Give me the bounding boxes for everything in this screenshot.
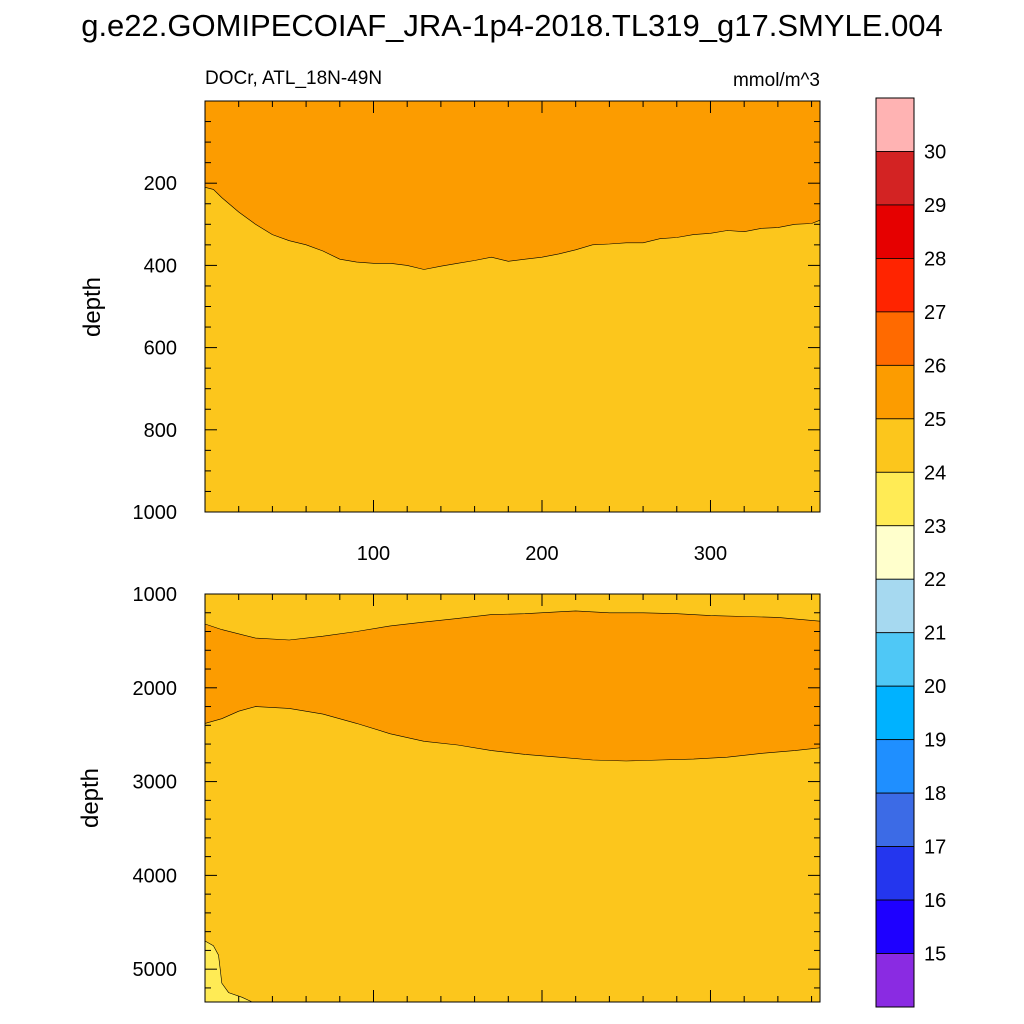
upper-left-label: DOCr, ATL_18N-49N (205, 68, 382, 89)
colorbar-label: 15 (924, 944, 946, 966)
upper-region-25-26 (205, 101, 820, 270)
colorbar-label: 28 (924, 248, 946, 270)
colorbar-label: 20 (924, 676, 946, 698)
colorbar-box (875, 578, 915, 634)
upper-ytick-label: 800 (144, 420, 177, 442)
lower-ylabel: depth (77, 768, 104, 828)
upper-contour-line (204, 187, 821, 270)
colorbar-box (875, 364, 915, 420)
colorbar-box (875, 899, 915, 954)
colorbar-label: 16 (924, 890, 946, 912)
colorbar-box (875, 418, 915, 473)
lower-ytick-label: 3000 (133, 772, 178, 794)
upper-xtick-label: 200 (525, 543, 558, 565)
colorbar-label: 27 (924, 302, 946, 324)
lower-contour-corner-line (204, 940, 253, 1003)
colorbar-box (875, 846, 915, 901)
colorbar-box (875, 151, 915, 206)
colorbar-box (875, 739, 915, 794)
colorbar-label: 25 (924, 409, 946, 431)
upper-xtick-label: 300 (694, 543, 727, 565)
colorbar-box (875, 471, 915, 527)
colorbar-label: 24 (924, 462, 946, 484)
colorbar-frame (875, 97, 915, 1008)
colorbar-box (875, 792, 915, 847)
colorbar-box (875, 97, 915, 152)
upper-ytick-label: 600 (144, 338, 177, 360)
colorbar-label: 26 (924, 355, 946, 377)
colorbar: 15 16 17 18 19 20 21 22 23 24 25 26 27 28 29 30 (875, 97, 946, 1008)
figure-title: g.e22.GOMIPECOIAF_JRA-1p4-2018.TL319_g17… (81, 8, 943, 43)
upper-ytick-label: 1000 (133, 502, 178, 524)
lower-ytick-label: 2000 (133, 678, 178, 700)
colorbar-label: 23 (924, 516, 946, 538)
upper-xtick-label: 100 (357, 543, 390, 565)
lower-frame (204, 593, 821, 1003)
colorbar-box (875, 525, 915, 580)
upper-ytick-label: 400 (144, 255, 177, 277)
colorbar-label: 30 (924, 142, 946, 164)
colorbar-label: 19 (924, 730, 946, 752)
colorbar-label: 18 (924, 783, 946, 805)
colorbar-box (875, 953, 915, 1008)
colorbar-box (875, 685, 915, 741)
lower-contour-lower-line (204, 706, 821, 762)
upper-panel: 200 400 600 800 1000 100 200 300 (133, 100, 821, 565)
colorbar-label: 22 (924, 569, 946, 591)
lower-contour-upper-line (204, 610, 821, 641)
colorbar-box (875, 204, 915, 259)
colorbar-label: 17 (924, 837, 946, 859)
upper-ylabel: depth (79, 277, 106, 337)
upper-right-label: mmol/m^3 (733, 70, 820, 91)
colorbar-box (875, 258, 915, 313)
colorbar-label: 29 (924, 195, 946, 217)
lower-region-25-26 (205, 610, 820, 761)
lower-region-23-24 (205, 941, 253, 1002)
lower-ytick-label: 4000 (133, 865, 178, 887)
colorbar-box (875, 632, 915, 687)
lower-panel: 1000 2000 3000 4000 5000 (133, 584, 821, 1003)
colorbar-box (875, 311, 915, 366)
lower-ytick-label: 5000 (133, 959, 178, 981)
lower-ytick-label: 1000 (133, 584, 178, 606)
colorbar-label: 21 (924, 623, 946, 645)
upper-ytick-label: 200 (144, 173, 177, 195)
